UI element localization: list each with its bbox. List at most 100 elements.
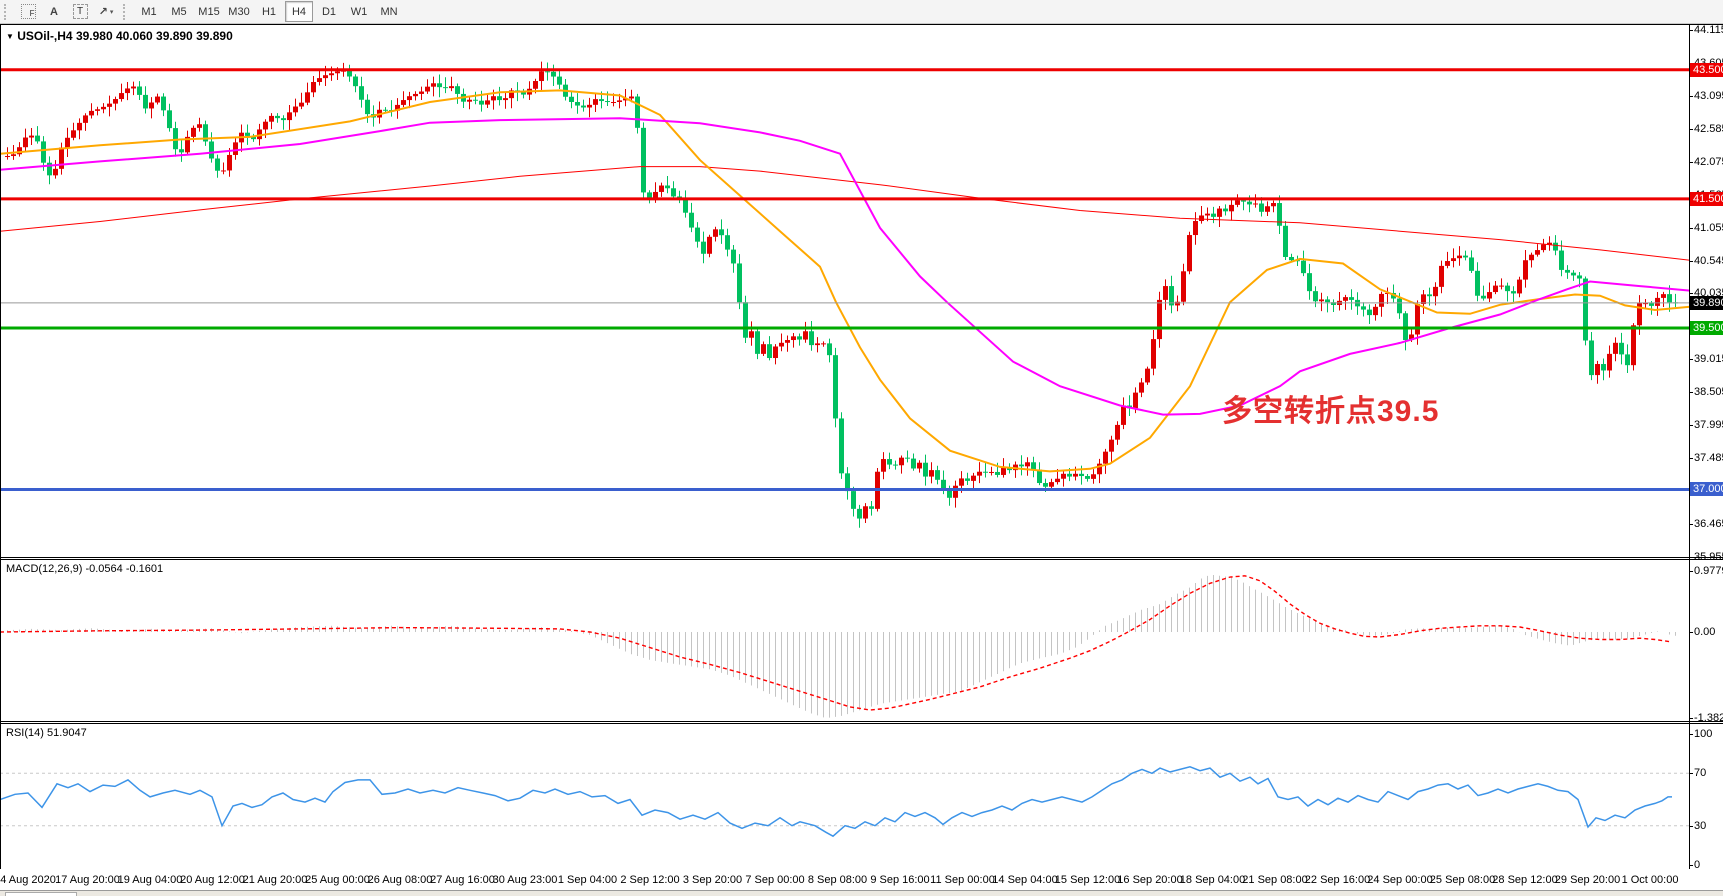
- arrows-icon: ↗: [98, 6, 108, 18]
- axis-tick-label: 42.585: [1694, 122, 1723, 135]
- date-axis-label: 2 Sep 12:00: [620, 874, 680, 886]
- axis-tick-mark: [1689, 161, 1693, 163]
- axis-tick-mark: [1689, 773, 1693, 775]
- axis-tick-label: 0: [1694, 859, 1701, 871]
- macd-panel[interactable]: MACD(12,26,9) -0.0564 -0.1601: [0, 559, 1690, 721]
- timeframe-h1-button[interactable]: H1: [261, 5, 277, 18]
- symbol-ohlc-bar: ▼ USOil-,H4 39.980 40.060 39.890 39.890: [6, 29, 233, 43]
- axis-tick-label: 37.485: [1694, 452, 1723, 465]
- panel-divider[interactable]: [0, 721, 1723, 722]
- axis-tick-mark: [1689, 458, 1693, 460]
- axis-tick-mark: [1689, 524, 1693, 526]
- text-label-tool-button[interactable]: T: [68, 1, 92, 22]
- axis-tick-label: 36.465: [1694, 518, 1723, 531]
- toolbar-grip[interactable]: [4, 3, 11, 20]
- fibonacci-tool-button[interactable]: F: [16, 1, 40, 22]
- axis-tick-mark: [1689, 865, 1693, 866]
- date-axis-label: 30 Aug 23:00: [492, 874, 558, 886]
- axis-tick-mark: [1689, 359, 1693, 361]
- chart-tab[interactable]: [5, 892, 77, 896]
- axis-tick-mark: [1689, 392, 1693, 394]
- chevron-down-icon: ▾: [109, 8, 114, 16]
- macd-label: MACD(12,26,9) -0.0564 -0.1601: [6, 563, 164, 575]
- symbol-dropdown-icon[interactable]: ▼: [6, 32, 14, 41]
- chart-left-border: [0, 25, 1, 869]
- draw-tools-group: F A T ↗ ▾: [15, 1, 119, 22]
- price-level-label: 39.890: [1690, 295, 1723, 310]
- axis-border: [1689, 25, 1690, 869]
- axis-tick-mark: [1689, 293, 1693, 295]
- text-icon: A: [50, 5, 58, 18]
- arrows-tool-button[interactable]: ↗ ▾: [94, 1, 118, 22]
- rsi-label: RSI(14) 51.9047: [6, 727, 87, 739]
- panel-divider: [0, 24, 1723, 25]
- date-axis-label: 7 Sep 00:00: [745, 874, 805, 886]
- axis-tick-mark: [1689, 632, 1693, 633]
- axis-tick-mark: [1689, 260, 1693, 262]
- timeframe-mn-button[interactable]: MN: [380, 5, 398, 18]
- date-axis-label: 29 Sep 20:00: [1554, 874, 1621, 886]
- axis-tick-mark: [1689, 128, 1693, 130]
- macd-chart[interactable]: [0, 559, 1690, 721]
- date-axis-label: 1 Sep 04:00: [557, 874, 618, 886]
- axis-tick-label: 42.075: [1694, 155, 1723, 168]
- axis-tick-label: 43.095: [1694, 89, 1723, 102]
- date-axis-label: 24 Sep 00:00: [1367, 874, 1433, 886]
- chart-tab-strip: [0, 890, 1723, 896]
- price-chart-panel[interactable]: ▼ USOil-,H4 39.980 40.060 39.890 39.890 …: [0, 25, 1690, 557]
- date-axis[interactable]: 14 Aug 2020 17 Aug 20:00 19 Aug 04:00 20 Au…: [0, 869, 1723, 890]
- chart-toolbar: F A T ↗ ▾ M1 M5 M15 M30 H1 H4 D1 W1 MN: [0, 0, 1723, 24]
- date-axis-label: 19 Aug 04:00: [117, 874, 183, 886]
- axis-tick-label: 0.9779: [1694, 564, 1723, 577]
- axis-tick-label: 44.115: [1694, 24, 1723, 36]
- timeframe-m15-button[interactable]: M15: [198, 5, 220, 18]
- chart-annotation-text: 多空转折点39.5: [1222, 395, 1440, 428]
- price-axis[interactable]: 44.11543.60543.09542.58542.07541.56541.0…: [1689, 24, 1723, 871]
- date-axis-label: 16 Sep 20:00: [1117, 874, 1183, 886]
- date-axis-label: 8 Sep 08:00: [807, 874, 868, 886]
- timeframe-h4-button[interactable]: H4: [285, 1, 313, 22]
- price-level-label: 43.500: [1690, 62, 1723, 77]
- axis-tick-mark: [1689, 570, 1693, 572]
- date-axis-label: 14 Sep 04:00: [992, 874, 1058, 886]
- toolbar-grip[interactable]: [123, 3, 130, 20]
- axis-tick-mark: [1689, 95, 1693, 97]
- fibonacci-icon: F: [20, 4, 36, 19]
- candlestick-chart[interactable]: [0, 25, 1690, 557]
- date-axis-label: 17 Aug 20:00: [55, 874, 120, 886]
- price-level-label: 37.000: [1690, 482, 1723, 497]
- date-axis-label: 15 Sep 12:00: [1054, 874, 1121, 886]
- axis-tick-label: 100: [1694, 728, 1713, 740]
- panel-divider: [0, 559, 1723, 560]
- text-tool-button[interactable]: A: [42, 1, 66, 22]
- panel-divider: [0, 723, 1723, 724]
- text-label-icon: T: [72, 4, 88, 19]
- date-axis-label: 25 Sep 08:00: [1429, 874, 1496, 886]
- axis-tick-mark: [1689, 227, 1693, 229]
- rsi-panel[interactable]: RSI(14) 51.9047: [0, 723, 1690, 869]
- axis-tick-label: 38.505: [1694, 386, 1723, 399]
- rsi-chart[interactable]: [0, 723, 1690, 869]
- date-axis-label: 1 Oct 00:00: [1621, 874, 1679, 886]
- date-axis-label: 21 Sep 08:00: [1242, 874, 1308, 886]
- timeframe-m1-button[interactable]: M1: [141, 5, 157, 18]
- timeframe-group: M1 M5 M15 M30 H1 H4 D1 W1 MN: [134, 1, 404, 22]
- axis-tick-mark: [1689, 425, 1693, 427]
- timeframe-d1-button[interactable]: D1: [321, 5, 337, 18]
- date-axis-label: 21 Aug 20:00: [242, 874, 308, 886]
- timeframe-m5-button[interactable]: M5: [171, 5, 187, 18]
- axis-tick-label: 30: [1694, 819, 1707, 832]
- panel-divider[interactable]: [0, 557, 1723, 558]
- axis-tick-label: 41.055: [1694, 221, 1723, 234]
- date-axis-label: 22 Sep 16:00: [1304, 874, 1371, 886]
- axis-tick-label: 37.995: [1694, 419, 1723, 432]
- date-axis-label: 14 Aug 2020: [0, 874, 56, 886]
- price-level-label: 39.500: [1690, 321, 1723, 336]
- timeframe-w1-button[interactable]: W1: [350, 5, 368, 18]
- date-axis-label: 9 Sep 16:00: [870, 874, 930, 886]
- timeframe-m30-button[interactable]: M30: [228, 5, 250, 18]
- date-axis-label: 20 Aug 12:00: [180, 874, 245, 886]
- symbol-label: USOil-,H4: [17, 29, 73, 43]
- ohlc-values: 39.980 40.060 39.890 39.890: [75, 29, 233, 43]
